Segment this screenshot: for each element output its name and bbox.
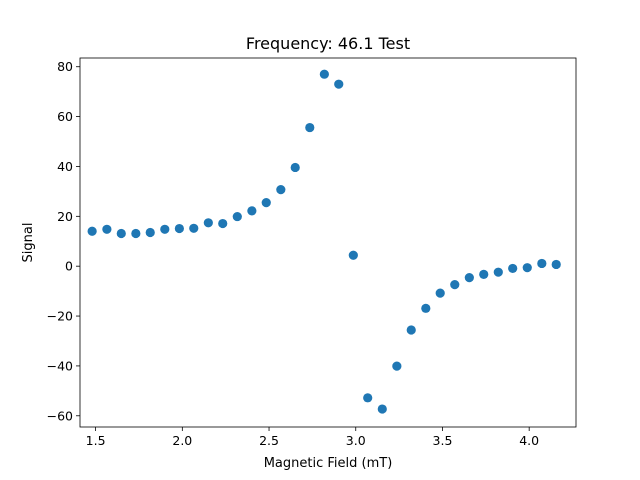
data-point	[334, 79, 344, 89]
x-axis-label: Magnetic Field (mT)	[264, 456, 393, 471]
data-point	[551, 259, 561, 270]
x-tick-label: 1.5	[86, 433, 106, 448]
data-point	[131, 228, 141, 239]
chart-title: Frequency: 46.1 Test	[246, 34, 410, 53]
data-point	[290, 162, 300, 173]
data-point	[203, 218, 213, 228]
data-point	[464, 273, 474, 283]
data-point	[522, 263, 532, 273]
data-point	[537, 258, 547, 269]
data-point	[145, 227, 155, 238]
x-tick-label: 2.0	[172, 433, 192, 448]
data-point	[319, 69, 329, 79]
data-point	[276, 185, 286, 195]
plot-frame	[79, 57, 577, 428]
y-tick-label: 60	[57, 109, 73, 124]
data-point	[232, 211, 242, 222]
y-tick-label: −20	[47, 309, 73, 324]
x-tick-label: 3.0	[346, 433, 366, 448]
x-axis-ticks: 1.5 2.0 2.5 3.0 3.5 4.0	[86, 427, 539, 448]
data-point	[406, 325, 416, 335]
y-axis-ticks: −60 −40 −20 0 20 40 60 80	[47, 59, 80, 423]
data-point	[392, 361, 402, 371]
x-tick-label: 2.5	[259, 433, 279, 448]
x-tick-label: 4.0	[519, 433, 539, 448]
x-tick-label: 3.5	[433, 433, 453, 448]
data-points	[87, 69, 561, 414]
y-tick-label: 20	[57, 209, 73, 224]
y-tick-label: −40	[47, 358, 73, 373]
data-point	[218, 218, 228, 229]
data-point	[247, 206, 257, 216]
data-point	[305, 122, 315, 133]
data-point	[363, 393, 373, 403]
plot-area	[80, 58, 576, 427]
y-axis-label: Signal	[21, 223, 36, 263]
data-point	[160, 224, 170, 234]
y-tick-label: 0	[65, 259, 73, 274]
data-point	[450, 280, 460, 290]
data-point	[116, 228, 126, 239]
data-point	[377, 404, 387, 414]
data-point	[479, 269, 489, 280]
data-point	[435, 288, 445, 298]
data-point	[421, 303, 431, 313]
data-point	[174, 223, 184, 234]
y-tick-label: −60	[47, 408, 73, 423]
y-tick-label: 40	[57, 159, 73, 174]
data-point	[261, 198, 271, 208]
data-point	[87, 226, 97, 236]
data-point	[102, 224, 112, 234]
y-tick-label: 80	[57, 59, 73, 74]
data-point	[189, 223, 199, 233]
data-point	[348, 250, 358, 260]
data-point	[508, 263, 518, 274]
data-point	[493, 267, 503, 277]
